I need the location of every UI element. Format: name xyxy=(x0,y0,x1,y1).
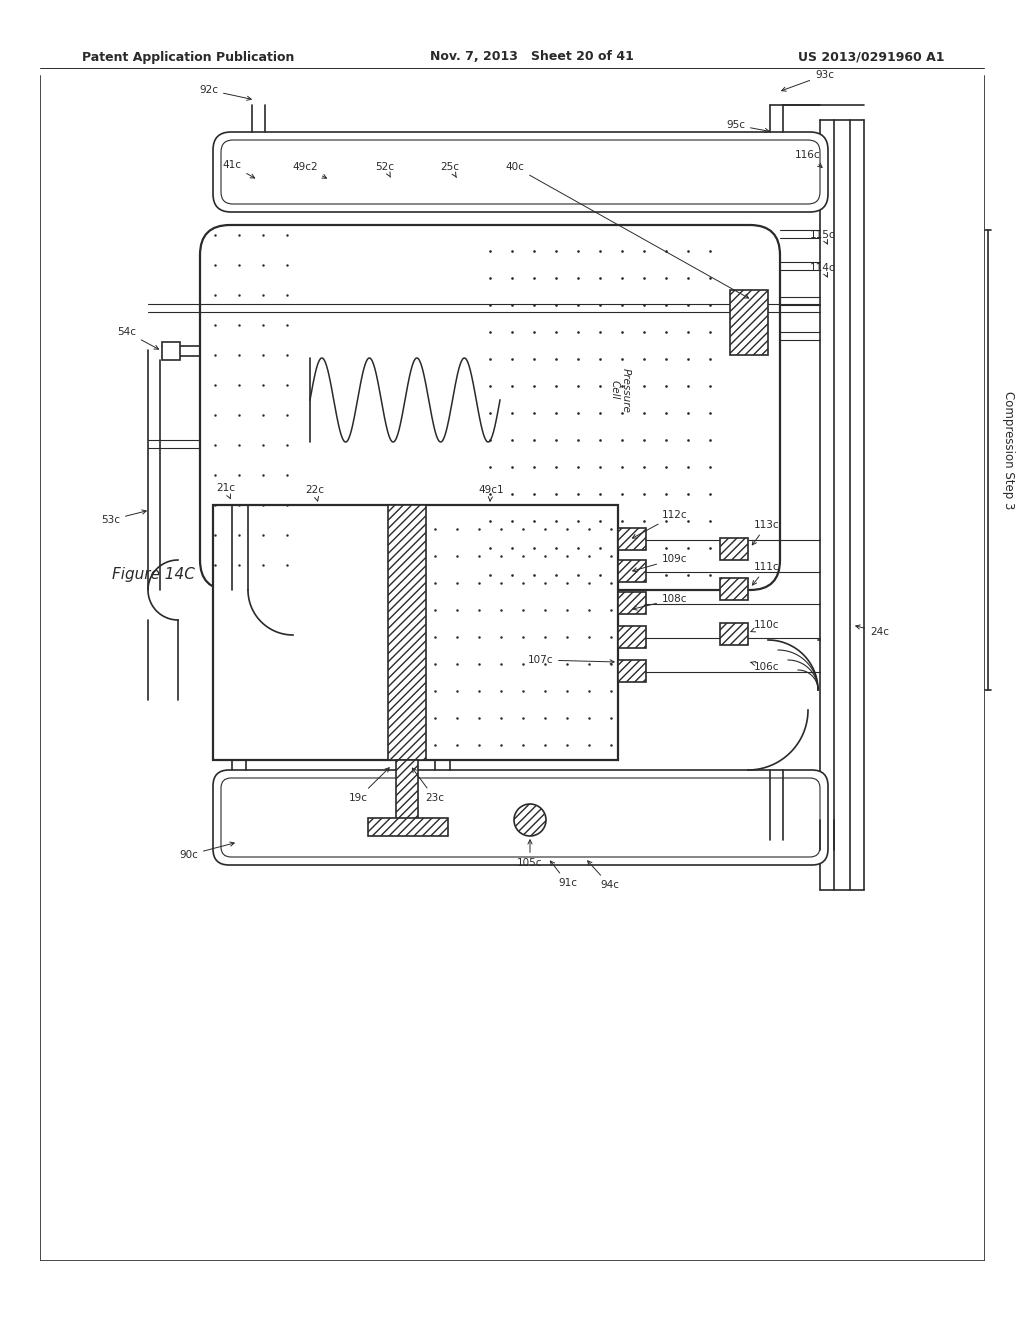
Text: 53c: 53c xyxy=(101,510,146,525)
Text: 110c: 110c xyxy=(751,620,779,632)
Circle shape xyxy=(514,804,546,836)
Text: 52c: 52c xyxy=(376,162,394,177)
Text: 113c: 113c xyxy=(753,520,779,545)
Text: 90c: 90c xyxy=(179,842,234,861)
Text: 111c: 111c xyxy=(753,562,779,585)
Text: 105c: 105c xyxy=(517,840,543,869)
Text: US 2013/0291960 A1: US 2013/0291960 A1 xyxy=(799,50,945,63)
Text: 41c: 41c xyxy=(222,160,255,178)
Text: Compression Step 3: Compression Step 3 xyxy=(1001,391,1015,510)
Text: 22c: 22c xyxy=(305,484,324,502)
Text: 25c: 25c xyxy=(440,162,460,177)
Text: Nov. 7, 2013   Sheet 20 of 41: Nov. 7, 2013 Sheet 20 of 41 xyxy=(430,50,634,63)
Text: 94c: 94c xyxy=(588,861,618,890)
Bar xyxy=(720,539,748,560)
Text: 21c: 21c xyxy=(216,483,234,499)
FancyBboxPatch shape xyxy=(213,132,828,213)
Bar xyxy=(162,342,180,360)
Text: 112c: 112c xyxy=(633,510,688,539)
Bar xyxy=(396,760,418,820)
Text: 24c: 24c xyxy=(856,624,889,638)
Text: 109c: 109c xyxy=(633,554,687,572)
Bar xyxy=(618,560,646,582)
Bar xyxy=(368,818,449,836)
Text: 107c: 107c xyxy=(527,655,614,665)
Text: 108c: 108c xyxy=(633,594,687,610)
Bar xyxy=(618,660,646,682)
Text: 40c: 40c xyxy=(506,162,749,298)
Text: 114c: 114c xyxy=(810,263,836,277)
Text: Patent Application Publication: Patent Application Publication xyxy=(82,50,294,63)
Text: 116c: 116c xyxy=(795,150,822,168)
Text: Figure 14C: Figure 14C xyxy=(112,568,195,582)
Bar xyxy=(618,591,646,614)
Bar xyxy=(213,506,618,760)
Bar xyxy=(618,528,646,550)
Text: 23c: 23c xyxy=(413,768,444,803)
Text: 91c: 91c xyxy=(550,861,577,888)
Bar xyxy=(720,623,748,645)
Text: Pressure
Cell: Pressure Cell xyxy=(609,367,631,412)
Bar xyxy=(388,506,426,760)
FancyBboxPatch shape xyxy=(221,777,820,857)
Bar xyxy=(618,626,646,648)
Text: 54c: 54c xyxy=(117,327,159,350)
Bar xyxy=(730,290,768,355)
Text: 19c: 19c xyxy=(349,768,389,803)
Bar xyxy=(720,578,748,601)
Text: 49c2: 49c2 xyxy=(292,162,327,178)
Text: 95c: 95c xyxy=(726,120,769,132)
Text: 49c1: 49c1 xyxy=(478,484,504,502)
Text: 92c: 92c xyxy=(199,84,251,100)
FancyBboxPatch shape xyxy=(200,224,780,590)
FancyBboxPatch shape xyxy=(213,770,828,865)
Text: 106c: 106c xyxy=(751,661,779,672)
Text: 115c: 115c xyxy=(810,230,836,244)
Text: 93c: 93c xyxy=(781,70,834,91)
FancyBboxPatch shape xyxy=(221,140,820,205)
